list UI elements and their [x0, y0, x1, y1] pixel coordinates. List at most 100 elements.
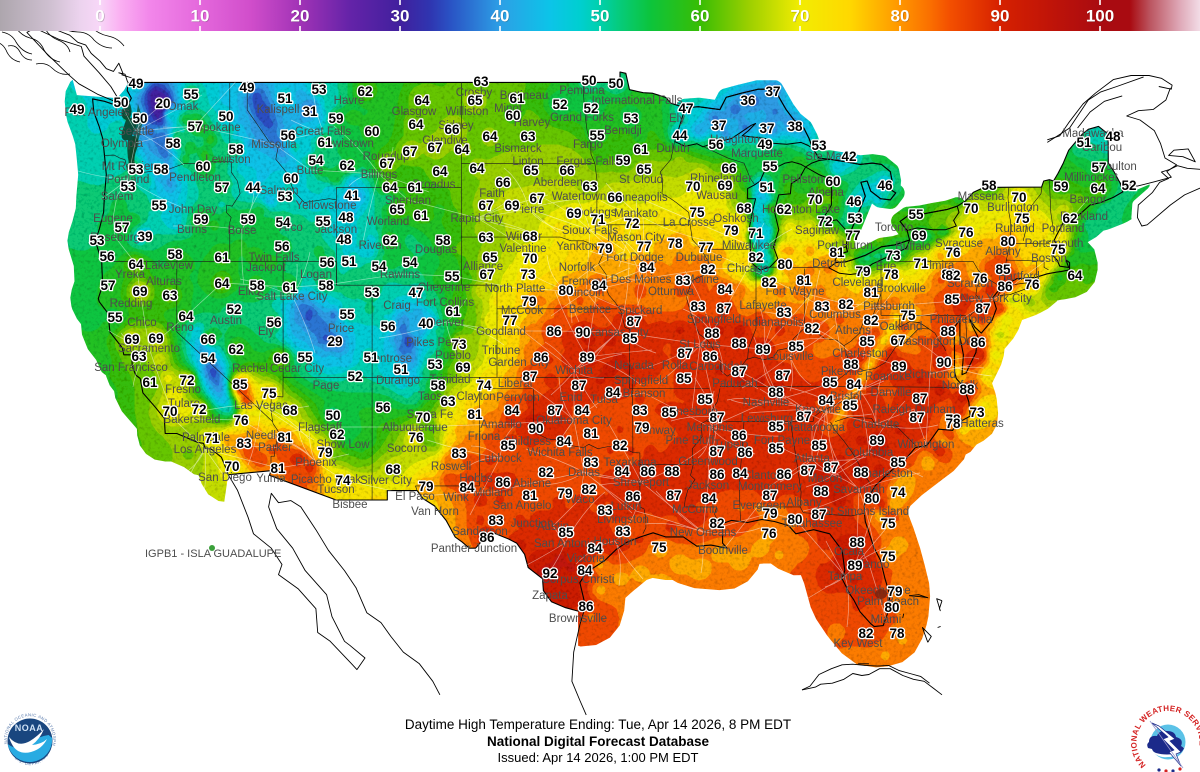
svg-text:Phoenix: Phoenix [295, 457, 337, 469]
svg-text:87: 87 [775, 368, 790, 383]
svg-text:Goodland: Goodland [476, 326, 526, 338]
svg-text:Perryton: Perryton [496, 392, 539, 404]
svg-text:83: 83 [597, 503, 613, 518]
svg-text:84: 84 [556, 434, 572, 449]
svg-text:Durango: Durango [376, 375, 420, 387]
svg-text:69: 69 [504, 198, 519, 213]
svg-text:Sioux Falls: Sioux Falls [562, 225, 618, 237]
svg-text:87: 87 [709, 410, 724, 425]
svg-text:88: 88 [843, 357, 859, 372]
svg-text:53: 53 [311, 82, 327, 97]
svg-text:79: 79 [855, 264, 870, 279]
svg-text:72: 72 [817, 214, 832, 229]
svg-text:Mt Rainier: Mt Rainier [102, 161, 155, 173]
svg-text:88: 88 [731, 336, 747, 351]
svg-text:Nevada: Nevada [614, 360, 654, 372]
svg-text:65: 65 [523, 163, 539, 178]
svg-text:69: 69 [911, 228, 926, 243]
svg-text:79: 79 [557, 486, 572, 501]
svg-text:79: 79 [887, 584, 902, 599]
svg-text:Alliance: Alliance [463, 261, 503, 273]
svg-text:Houston: Houston [594, 536, 637, 548]
svg-text:78: 78 [945, 412, 961, 427]
svg-text:San Angelo: San Angelo [493, 500, 552, 512]
svg-text:Springfield: Springfield [687, 314, 741, 326]
svg-text:Hartford: Hartford [998, 271, 1040, 283]
svg-text:55: 55 [183, 87, 199, 102]
svg-text:65: 65 [389, 202, 405, 217]
svg-text:Wichita Falls: Wichita Falls [527, 447, 592, 459]
svg-text:Mason City: Mason City [607, 232, 665, 244]
svg-text:Socorro: Socorro [387, 443, 427, 455]
svg-text:61: 61 [282, 280, 298, 295]
svg-text:80: 80 [864, 491, 879, 506]
svg-text:Albany: Albany [985, 246, 1020, 258]
svg-text:San Francisco: San Francisco [94, 362, 168, 374]
svg-text:Bakersfield: Bakersfield [164, 414, 221, 426]
svg-text:86: 86 [702, 349, 718, 364]
svg-text:72: 72 [179, 373, 194, 388]
svg-text:58: 58 [318, 278, 334, 293]
svg-text:82: 82 [941, 267, 956, 282]
svg-text:Issued: Apr 14 2026, 1:00 PM E: Issued: Apr 14 2026, 1:00 PM EDT [498, 750, 699, 765]
svg-text:76: 76 [972, 271, 988, 286]
svg-text:Lewisburg: Lewisburg [741, 413, 793, 425]
svg-text:62: 62 [382, 233, 397, 248]
svg-text:Riverton: Riverton [359, 240, 402, 252]
svg-text:61: 61 [445, 304, 461, 319]
svg-text:85: 85 [558, 525, 574, 540]
svg-text:87: 87 [800, 463, 815, 478]
svg-text:61: 61 [317, 135, 333, 150]
svg-text:87: 87 [709, 444, 724, 459]
svg-text:66: 66 [559, 163, 575, 178]
svg-text:73: 73 [885, 248, 901, 263]
svg-text:Sidney: Sidney [438, 120, 473, 132]
svg-text:Tulsa: Tulsa [590, 394, 618, 406]
svg-text:60: 60 [283, 171, 298, 186]
svg-text:84: 84 [846, 377, 862, 392]
svg-text:Houghton Lake: Houghton Lake [762, 204, 840, 216]
svg-text:Lafayette: Lafayette [739, 300, 786, 312]
svg-text:60: 60 [505, 108, 520, 123]
svg-text:66: 66 [607, 190, 623, 205]
svg-text:Winner: Winner [506, 231, 543, 243]
svg-text:Raleigh Durham: Raleigh Durham [872, 404, 955, 416]
svg-text:61: 61 [633, 142, 649, 157]
svg-text:67: 67 [478, 198, 493, 213]
svg-text:88: 88 [813, 484, 829, 499]
svg-text:81: 81 [522, 488, 538, 503]
svg-text:44: 44 [672, 128, 688, 143]
svg-text:82: 82 [700, 262, 715, 277]
svg-text:79: 79 [634, 420, 649, 435]
svg-text:Glendive: Glendive [422, 135, 467, 147]
svg-text:Oklahoma City: Oklahoma City [536, 415, 612, 427]
svg-text:85: 85 [842, 398, 858, 413]
svg-text:Indianapolis: Indianapolis [742, 317, 804, 329]
svg-text:89: 89 [891, 359, 906, 374]
svg-text:Lakeview: Lakeview [145, 260, 194, 272]
svg-text:64: 64 [482, 129, 498, 144]
svg-text:77: 77 [502, 313, 517, 328]
svg-text:Portland: Portland [1042, 223, 1085, 235]
svg-text:85: 85 [995, 262, 1011, 277]
svg-text:80: 80 [1000, 234, 1015, 249]
svg-text:Burlington: Burlington [987, 202, 1039, 214]
svg-text:57: 57 [100, 278, 115, 293]
svg-text:Salmon: Salmon [260, 185, 299, 197]
svg-text:88: 88 [959, 382, 975, 397]
svg-text:56: 56 [99, 249, 115, 264]
svg-text:Kansas City: Kansas City [587, 327, 649, 339]
svg-text:Albuquerque: Albuquerque [382, 422, 447, 434]
svg-text:55: 55 [107, 310, 123, 325]
svg-text:36: 36 [740, 93, 756, 108]
svg-text:Atlanta: Atlanta [794, 453, 830, 465]
svg-text:54: 54 [402, 255, 418, 270]
svg-text:53: 53 [89, 233, 105, 248]
svg-text:86: 86 [546, 324, 562, 339]
svg-text:Milwaukee: Milwaukee [722, 240, 776, 252]
svg-text:Zapata: Zapata [532, 590, 568, 602]
svg-text:Roswell: Roswell [431, 461, 471, 473]
svg-text:Roundup: Roundup [363, 151, 410, 163]
svg-text:Duluth: Duluth [656, 143, 689, 155]
svg-text:71: 71 [748, 226, 764, 241]
